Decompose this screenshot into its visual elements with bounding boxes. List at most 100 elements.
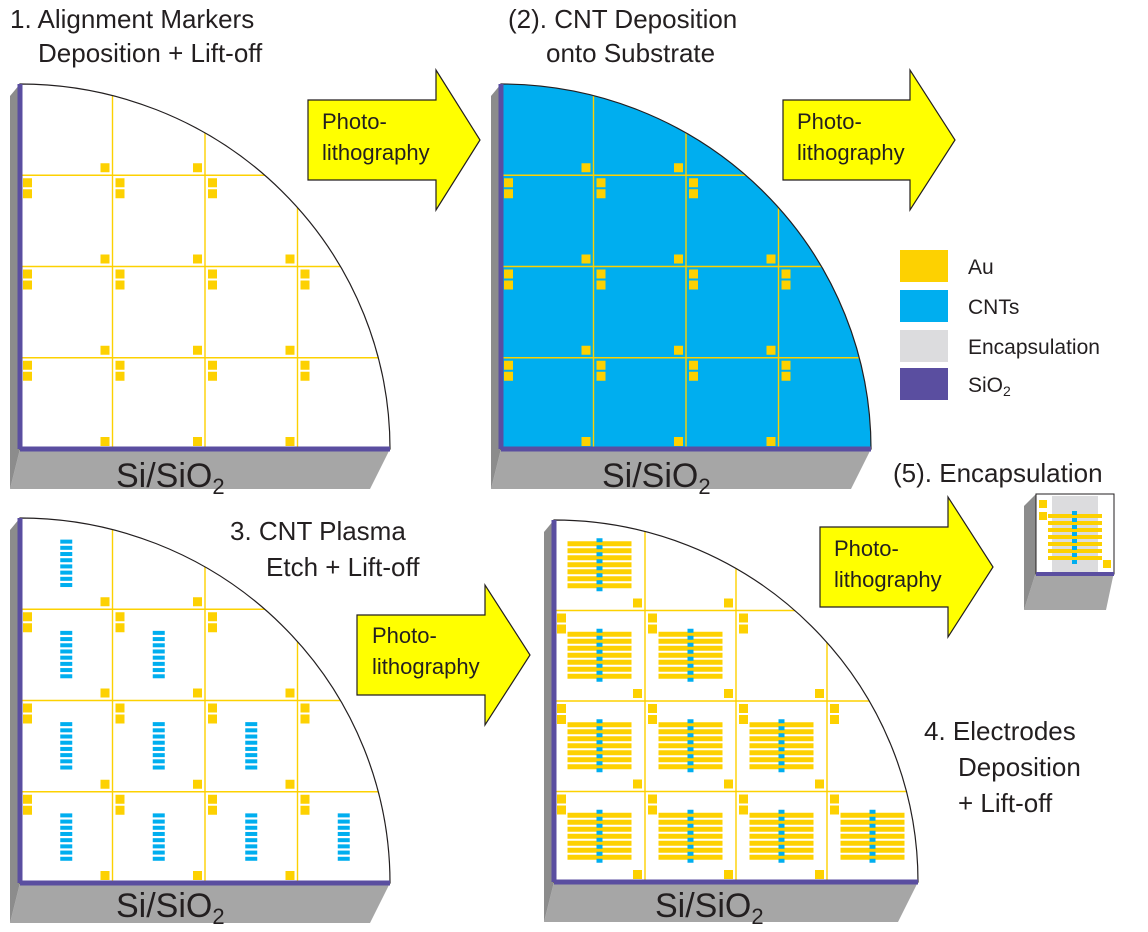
alignment-marker <box>100 163 110 173</box>
chip-cnt <box>1072 546 1077 550</box>
alignment-marker <box>193 597 202 607</box>
alignment-marker <box>208 280 217 290</box>
cnt-channel <box>869 844 876 849</box>
electrode <box>567 666 632 672</box>
cnt-channel <box>687 649 694 654</box>
alignment-marker <box>633 598 642 608</box>
alignment-marker <box>674 254 683 264</box>
cnt-strip <box>152 643 165 648</box>
legend-label-encapsulation: Encapsulation <box>968 336 1100 359</box>
cnt-strip <box>337 831 350 836</box>
electrode <box>658 645 723 651</box>
electrode <box>567 833 632 839</box>
arrow-shape <box>356 582 531 728</box>
cnt-channel <box>687 761 694 766</box>
step2-title-line1: (2). CNT Deposition <box>508 4 737 34</box>
alignment-marker <box>23 371 32 381</box>
chip-electrode <box>1048 521 1102 525</box>
electrode <box>567 854 632 860</box>
cnt-strip <box>337 844 350 849</box>
alignment-marker <box>23 703 32 713</box>
substrate-front-face <box>544 882 918 922</box>
cnt-strip <box>245 728 258 733</box>
alignment-marker <box>115 360 125 370</box>
cnt-channel <box>687 670 694 675</box>
alignment-marker <box>504 269 513 279</box>
electrode <box>840 812 905 818</box>
alignment-marker <box>23 714 32 724</box>
cnt-channel <box>687 809 694 814</box>
chip-cnt <box>1072 539 1077 543</box>
alignment-marker <box>689 360 698 370</box>
legend-label-au: Au <box>968 256 994 279</box>
alignment-marker <box>115 189 125 199</box>
cnt-strip <box>245 813 258 818</box>
electrode <box>567 750 632 756</box>
alignment-marker <box>285 254 295 264</box>
legend-swatch-sio2 <box>900 368 948 400</box>
alignment-marker <box>648 613 657 623</box>
electrode <box>567 631 632 637</box>
alignment-marker <box>285 437 295 446</box>
cnt-strip <box>245 844 258 849</box>
electrode <box>567 743 632 749</box>
cnt-strip <box>337 825 350 830</box>
arrow-photolithography-4: Photo- lithography <box>819 494 994 640</box>
electrode <box>840 847 905 853</box>
cnt-channel <box>687 816 694 821</box>
cnt-strip <box>152 759 165 764</box>
cnt-strip <box>152 819 165 824</box>
alignment-marker <box>23 269 32 279</box>
cnt-channel <box>596 768 603 773</box>
cnt-strip <box>245 856 258 861</box>
substrate-label-text: Si/SiO <box>602 457 698 495</box>
alignment-marker <box>300 269 310 279</box>
alignment-marker <box>115 178 125 188</box>
alignment-marker <box>285 779 295 789</box>
electrode <box>749 736 814 742</box>
step3-title-line2: Etch + Lift-off <box>266 552 420 582</box>
alignment-marker <box>300 360 310 370</box>
cnt-channel <box>778 726 785 731</box>
alignment-marker <box>23 805 32 815</box>
alignment-marker <box>648 805 657 815</box>
electrode <box>658 729 723 735</box>
cnt-channel <box>596 587 603 592</box>
electrode <box>658 819 723 825</box>
cnt-channel <box>596 761 603 766</box>
cnt-strip <box>337 856 350 861</box>
cnt-strip <box>245 722 258 727</box>
cnt-strip <box>60 583 73 588</box>
alignment-marker <box>208 360 217 370</box>
electrode <box>567 652 632 658</box>
wafer-step4-electrodes <box>544 519 919 922</box>
cnt-channel <box>778 816 785 821</box>
electrode <box>567 757 632 763</box>
step4-title-line2: Deposition <box>958 752 1081 782</box>
alignment-marker <box>300 280 310 290</box>
alignment-marker <box>23 612 32 622</box>
cnt-strip <box>60 740 73 745</box>
cnt-channel <box>778 823 785 828</box>
alignment-marker <box>633 779 642 789</box>
arrow-label-line1: Photo- <box>372 623 437 648</box>
encapsulated-device-chip <box>1024 493 1115 610</box>
cnt-channel <box>596 733 603 738</box>
alignment-marker <box>815 870 824 879</box>
cnt-strip <box>245 734 258 739</box>
cnt-channel <box>687 628 694 633</box>
cnt-strip <box>245 765 258 770</box>
arrow-label-line1: Photo- <box>834 536 899 561</box>
cnt-strip <box>60 746 73 751</box>
cnt-channel <box>869 809 876 814</box>
cnt-strip <box>245 831 258 836</box>
cnt-strip <box>245 850 258 855</box>
alignment-marker <box>689 178 698 188</box>
electrode <box>658 764 723 770</box>
electrode <box>658 826 723 832</box>
cnt-channel <box>778 733 785 738</box>
electrode <box>658 812 723 818</box>
alignment-marker <box>557 794 566 804</box>
cnt-strip <box>60 649 73 654</box>
alignment-marker <box>674 163 683 173</box>
